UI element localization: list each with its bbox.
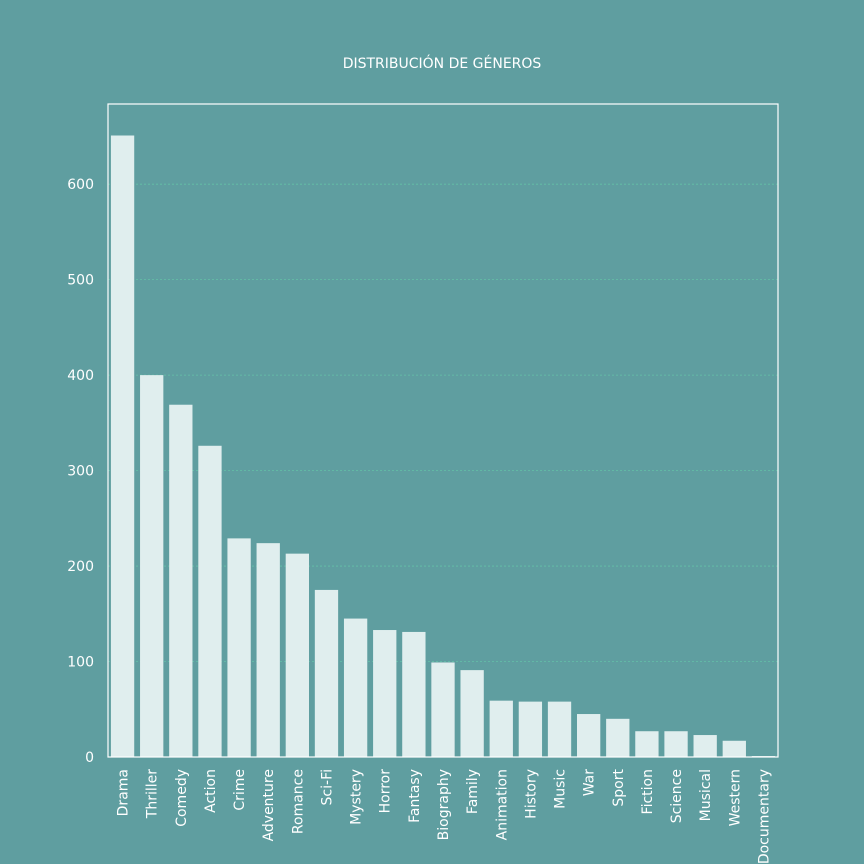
y-tick-label: 200	[67, 559, 94, 575]
y-tick-label: 100	[67, 655, 94, 671]
y-tick-label: 400	[67, 368, 94, 384]
bar-war	[577, 714, 601, 757]
y-axis-ticks: 0 100 200 300 400 500 600	[67, 177, 94, 766]
y-tick-label: 0	[85, 750, 94, 766]
bar-fiction	[635, 731, 659, 757]
bar-animation	[489, 700, 513, 757]
x-tick-label: Mystery	[349, 769, 365, 825]
bar-crime	[227, 538, 251, 757]
x-tick-label: Family	[465, 769, 481, 814]
y-tick-label: 300	[67, 464, 94, 480]
bar-biography	[431, 662, 455, 757]
x-tick-label: Science	[669, 769, 685, 823]
bar-drama	[110, 135, 135, 757]
bar-romance	[285, 553, 309, 757]
bar-horror	[373, 630, 397, 757]
y-tick-label: 600	[67, 177, 94, 193]
plot-frame	[107, 103, 779, 758]
x-tick-label: Biography	[436, 769, 452, 840]
bar-family	[460, 670, 484, 757]
x-tick-label: Documentary	[756, 769, 772, 864]
x-tick-label: Musical	[698, 769, 714, 821]
x-tick-label: Fiction	[640, 769, 656, 814]
x-tick-label: Sci-Fi	[319, 769, 335, 805]
x-tick-label: Music	[553, 769, 569, 809]
bar-thriller	[140, 375, 164, 757]
bar-sport	[606, 718, 630, 757]
x-tick-label: Western	[727, 769, 743, 826]
bars	[110, 135, 776, 757]
bar-comedy	[169, 404, 193, 757]
bar-sci-fi	[314, 589, 339, 757]
y-tick-label: 500	[67, 273, 94, 289]
x-tick-label: Drama	[116, 769, 132, 816]
x-tick-label: History	[523, 769, 539, 819]
x-tick-label: Action	[203, 769, 219, 813]
bar-science	[664, 731, 688, 757]
bar-history	[518, 701, 543, 757]
bar-adventure	[256, 543, 280, 757]
x-tick-label: Crime	[232, 769, 248, 811]
x-tick-label: Adventure	[261, 769, 277, 841]
bar-western	[722, 740, 746, 757]
x-tick-label: Romance	[290, 769, 306, 834]
bar-action	[198, 445, 222, 757]
bar-fantasy	[402, 631, 426, 757]
x-axis-ticks: Drama Thriller Comedy Action Crime Adventure R…	[116, 768, 773, 864]
x-tick-label: War	[582, 769, 598, 797]
x-tick-label: Sport	[611, 768, 627, 806]
bar-music	[547, 701, 572, 757]
x-tick-label: Animation	[494, 769, 510, 840]
chart-title: DISTRIBUCIÓN DE GÉNEROS	[343, 54, 542, 72]
bar-mystery	[343, 618, 368, 757]
x-tick-label: Comedy	[174, 769, 190, 827]
x-tick-label: Horror	[378, 769, 394, 814]
x-tick-label: Thriller	[145, 769, 161, 819]
bar-musical	[693, 735, 717, 757]
x-tick-label: Fantasy	[407, 769, 423, 823]
